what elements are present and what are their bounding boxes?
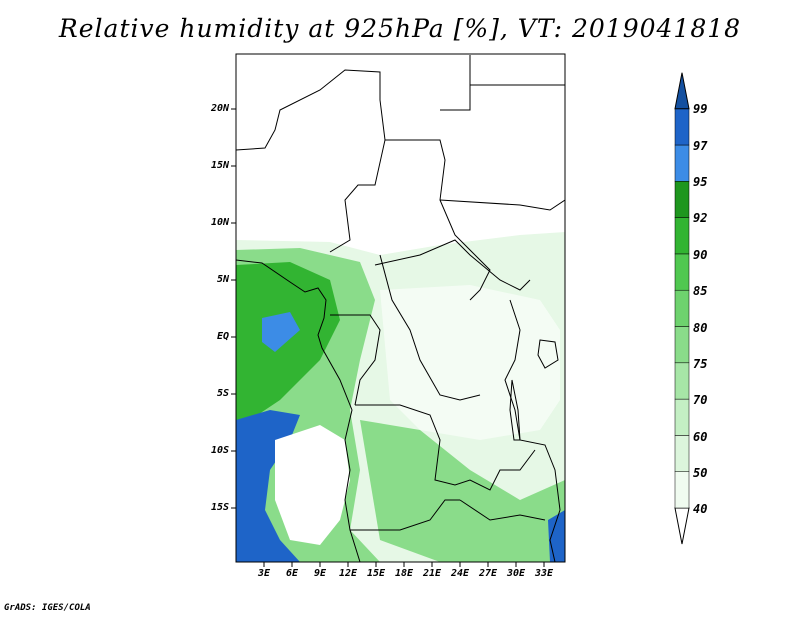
border-angola (350, 499, 460, 531)
lake-tanganyika (509, 379, 521, 441)
border-sudan (439, 55, 565, 211)
lon-label: 3E (257, 568, 271, 579)
colorbar-label: 85 (693, 284, 708, 298)
humidity-pale-region (380, 285, 560, 440)
border-mid (379, 254, 481, 401)
map-title: Relative humidity at 925hPa [%], VT: 201… (58, 14, 742, 43)
colorbar-segment (674, 181, 690, 218)
lat-label: 20N (210, 103, 229, 114)
border-car (374, 239, 531, 291)
colorbar (674, 72, 690, 545)
colorbar-label: 50 (693, 466, 708, 480)
colorbar-segment (674, 326, 690, 364)
colorbar-segment (674, 108, 690, 146)
lon-label: 21E (422, 568, 442, 579)
lat-label: EQ (216, 331, 229, 342)
lat-label: 15S (210, 502, 229, 513)
lon-label: 12E (338, 568, 358, 579)
lat-label: 10N (210, 217, 229, 228)
colorbar-label: 92 (693, 211, 708, 225)
colorbar-segment (674, 144, 690, 182)
lon-label: 33E (534, 568, 554, 579)
border-zambia (459, 499, 546, 521)
coastline (236, 259, 361, 562)
colorbar-segment (674, 471, 690, 509)
lat-label: 10S (210, 445, 229, 456)
colorbar-arrow-low (674, 507, 690, 545)
lon-ticks (263, 562, 545, 567)
lon-label: 30E (506, 568, 526, 579)
lon-label: 6E (285, 568, 299, 579)
lon-label: 15E (366, 568, 386, 579)
lake-victoria (537, 339, 559, 369)
lat-label: 5S (216, 388, 229, 399)
colorbar-segment (674, 398, 690, 436)
lon-label: 24E (450, 568, 470, 579)
border-north (236, 69, 386, 253)
border-congo (330, 314, 381, 406)
colorbar-segment (674, 435, 690, 472)
border-drc (355, 404, 536, 491)
map-frame (235, 53, 566, 563)
colorbar-label: 95 (693, 175, 708, 189)
colorbar-label: 70 (693, 393, 708, 407)
humidity-dark-region (236, 262, 340, 430)
colorbar-label: 75 (693, 357, 708, 371)
colorbar-segment (674, 253, 690, 291)
colorbar-segment (674, 217, 690, 255)
colorbar-label: 97 (693, 139, 708, 153)
border-chad (385, 139, 491, 301)
lon-label: 18E (394, 568, 414, 579)
lat-ticks (231, 108, 236, 509)
lon-label: 9E (313, 568, 327, 579)
humidity-field (236, 54, 565, 562)
colorbar-label: 99 (693, 102, 708, 116)
colorbar-segment (674, 289, 690, 327)
colorbar-label: 80 (693, 321, 708, 335)
lat-label: 5N (216, 274, 229, 285)
colorbar-arrow-high (674, 72, 690, 110)
humidity-blue-gulf (262, 312, 300, 352)
country-boundaries (236, 55, 565, 562)
colorbar-label: 90 (693, 248, 708, 262)
dry-region-south (275, 425, 350, 545)
lon-label: 27E (478, 568, 498, 579)
colorbar-segment (674, 362, 690, 400)
colorbar-label: 40 (693, 502, 708, 516)
credit-text: GrADS: IGES/COLA (4, 603, 91, 613)
lat-label: 15N (210, 160, 229, 171)
colorbar-label: 60 (693, 430, 708, 444)
